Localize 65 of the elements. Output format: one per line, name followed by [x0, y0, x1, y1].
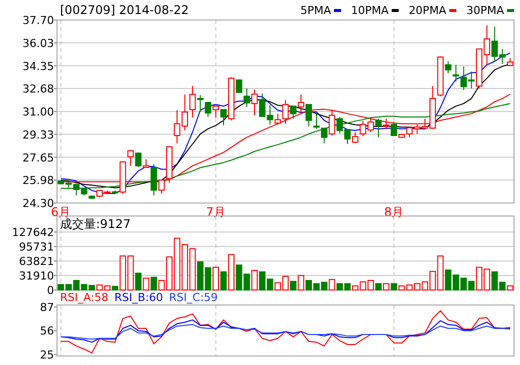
candlestick: [328, 110, 336, 136]
bar: [228, 254, 234, 290]
y-tick-label: 27.65: [22, 151, 54, 164]
candlestick: [197, 94, 204, 112]
chart-title: [002709] 2014-08-22: [60, 3, 189, 17]
y-tick-label: 0: [47, 284, 54, 297]
legend-label: 10PMA: [351, 4, 390, 17]
line-series: [60, 310, 511, 354]
candlestick: [313, 113, 320, 130]
candlestick: [321, 128, 328, 144]
chart-title: 成交量:9127: [60, 217, 131, 231]
bar: [251, 270, 258, 290]
y-tick-label: 31910: [19, 270, 54, 283]
y-tick-label: 36.03: [22, 36, 54, 50]
candlestick: [204, 102, 212, 118]
candlestick: [290, 106, 296, 120]
y-tick-label: 32.68: [22, 82, 54, 96]
bar: [298, 274, 304, 290]
bar: [150, 276, 158, 290]
candlestick: [189, 86, 196, 118]
y-tick-label: 31.00: [22, 106, 54, 118]
y-tick-label: 63821: [19, 255, 54, 268]
candlestick: [220, 109, 227, 126]
y-tick-label: 56: [40, 324, 54, 338]
legend-label: 30PMA: [466, 4, 504, 17]
bar: [112, 286, 118, 290]
candlestick: [390, 122, 398, 136]
candlestick: [375, 118, 382, 138]
text: RSI_B:60: [114, 291, 164, 304]
legend-label: 5PMA: [300, 4, 332, 17]
candlestick: [306, 104, 312, 128]
y-tick-label: 25: [40, 348, 54, 362]
candlestick: [251, 89, 258, 116]
bar: [506, 285, 514, 290]
bar: [142, 278, 150, 290]
candlestick: [135, 152, 142, 168]
bar: [390, 283, 398, 290]
y-tick-label: 87: [40, 300, 54, 314]
candlestick: [127, 150, 134, 166]
candlestick: [236, 78, 242, 93]
candlestick: [382, 118, 390, 130]
candlestick: [444, 60, 452, 74]
bar: [375, 283, 382, 290]
bar: [382, 283, 390, 290]
y-tick-label: 34.35: [22, 60, 54, 73]
bar: [290, 280, 296, 290]
y-tick-label: 127642: [12, 226, 54, 240]
candlestick: [452, 64, 460, 82]
bar: [220, 271, 227, 290]
line-series: [60, 324, 511, 340]
bar: [328, 279, 336, 290]
candlestick: [352, 132, 358, 144]
bar: [135, 272, 142, 290]
candlestick: [244, 88, 250, 108]
y-tick-label: 29.33: [22, 128, 54, 142]
candlestick: [282, 100, 289, 124]
y-tick-label: 95731: [19, 240, 54, 254]
bar: [212, 266, 219, 290]
candlestick: [274, 113, 281, 124]
y-tick-label: 37.70: [22, 14, 54, 27]
y-tick-label: 25.98: [22, 174, 54, 188]
candlestick: [212, 104, 219, 118]
legend-label: 20PMA: [408, 4, 447, 17]
series-label: RSI_A:58: [60, 291, 108, 304]
text: RSI_C:59: [169, 291, 218, 304]
